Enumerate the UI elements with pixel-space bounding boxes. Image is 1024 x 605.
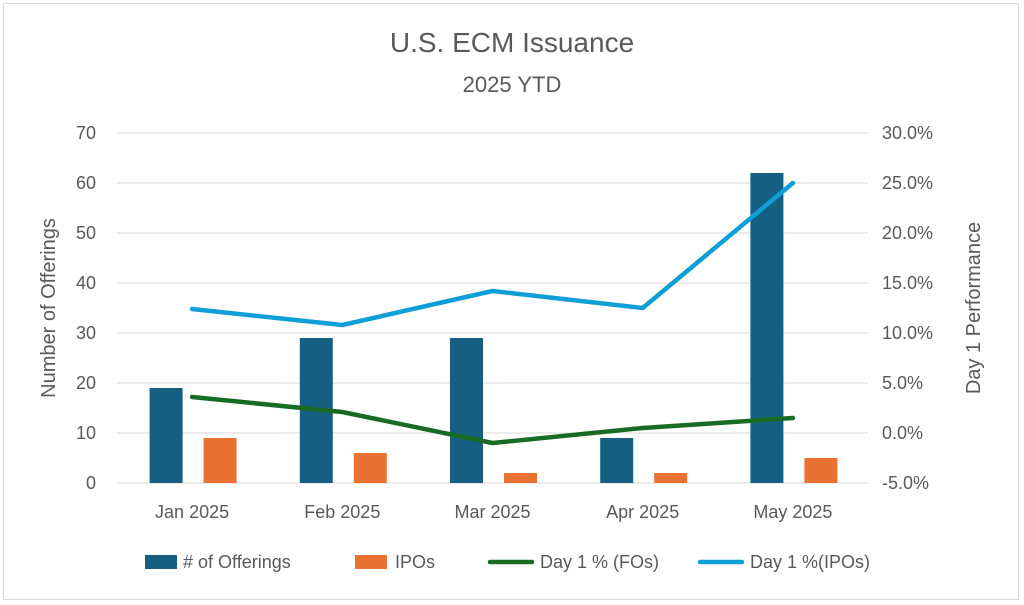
lines [189,180,796,446]
x-tick-label: Mar 2025 [454,502,530,522]
legend-label: # of Offerings [183,552,291,572]
ipos-bar [804,458,838,483]
right-tick-label: 30.0% [882,123,933,143]
x-tick-label: Feb 2025 [304,502,380,522]
right-axis-ticks: -5.0% 0.0% 5.0% 10.0% 15.0% 20.0% 25.0% 30.0% [882,123,933,493]
chart-title: U.S. ECM Issuance [390,27,634,58]
right-tick-label: 25.0% [882,173,933,193]
x-tick-label: Apr 2025 [606,502,679,522]
right-tick-label: 20.0% [882,223,933,243]
ipos-bar [353,453,387,483]
offerings-bar [750,173,784,483]
right-tick-label: 5.0% [882,373,923,393]
bars [149,173,838,483]
legend-label: IPOs [395,552,435,572]
day1-fos-line [189,394,796,446]
ipos-bar [203,438,237,483]
x-tick-label: May 2025 [753,502,832,522]
x-axis-ticks: Jan 2025 Feb 2025 Mar 2025 Apr 2025 May 2025 [155,502,832,522]
left-tick-label: 20 [76,373,96,393]
left-tick-label: 40 [76,273,96,293]
left-axis-label: Number of Offerings [38,218,60,398]
legend-ipos-swatch [355,555,387,569]
left-tick-label: 0 [86,473,96,493]
ipos-bar [504,473,537,483]
offerings-bar [600,438,634,483]
right-tick-label: -5.0% [882,473,929,493]
offerings-bar [149,388,183,483]
legend-offerings-swatch [145,555,177,569]
day1-ipos-line [189,180,796,328]
left-tick-label: 50 [76,223,96,243]
legend: # of Offerings IPOs Day 1 % (FOs) Day 1 %(I… [145,552,870,572]
right-axis-label: Day 1 Performance [963,222,985,394]
left-tick-label: 70 [76,123,96,143]
x-tick-label: Jan 2025 [155,502,229,522]
ipos-bar [654,473,688,483]
left-tick-label: 60 [76,173,96,193]
offerings-bar [450,338,483,483]
left-tick-label: 10 [76,423,96,443]
left-axis-ticks: 0 10 20 30 40 50 60 70 [76,123,96,493]
legend-label: Day 1 % (FOs) [540,552,659,572]
legend-label: Day 1 %(IPOs) [750,552,870,572]
right-tick-label: 0.0% [882,423,923,443]
left-tick-label: 30 [76,323,96,343]
right-tick-label: 10.0% [882,323,933,343]
gridlines [117,132,868,484]
chart-frame [3,3,1019,600]
right-tick-label: 15.0% [882,273,933,293]
chart-subtitle: 2025 YTD [463,72,562,97]
